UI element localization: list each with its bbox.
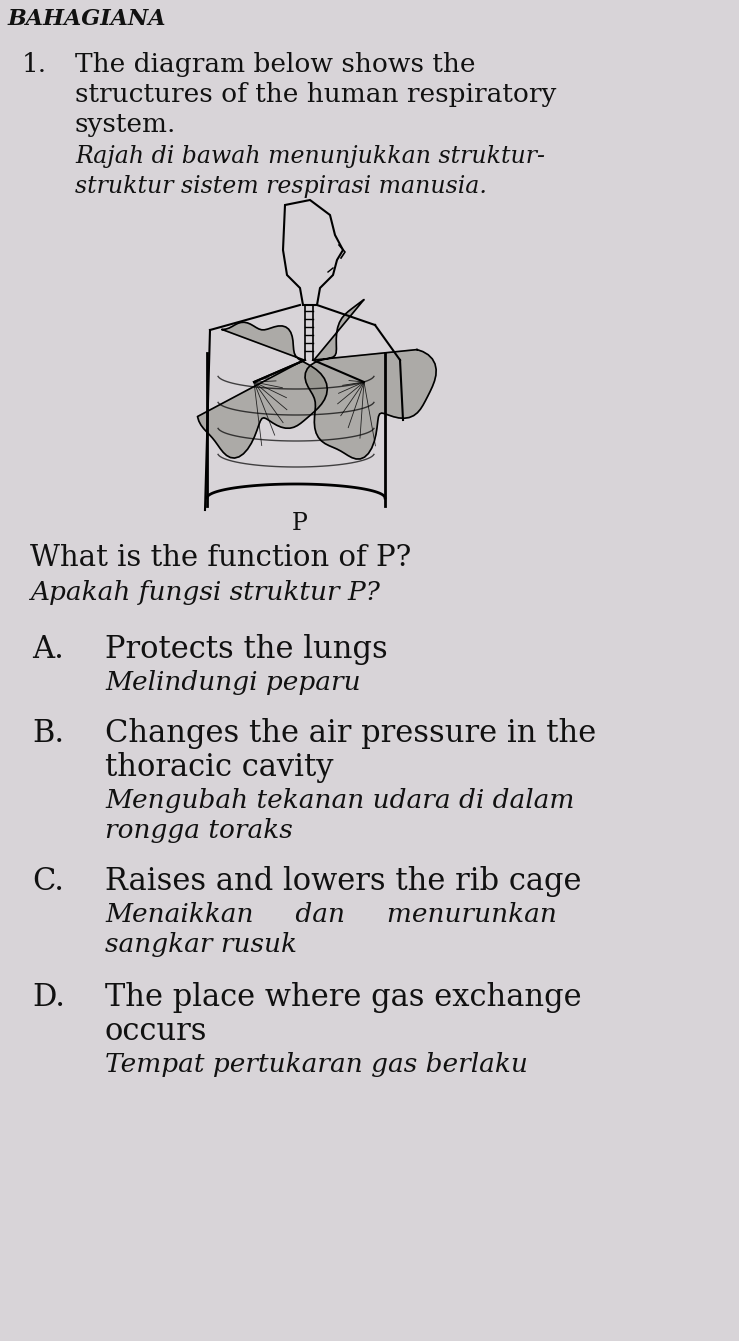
- Text: Changes the air pressure in the: Changes the air pressure in the: [105, 717, 596, 750]
- Text: thoracic cavity: thoracic cavity: [105, 752, 333, 783]
- Text: Protects the lungs: Protects the lungs: [105, 634, 388, 665]
- Text: D.: D.: [32, 982, 65, 1012]
- Text: Menaikkan     dan     menurunkan: Menaikkan dan menurunkan: [105, 902, 557, 927]
- Text: system.: system.: [75, 113, 177, 137]
- Text: A.: A.: [32, 634, 64, 665]
- Text: Mengubah tekanan udara di dalam: Mengubah tekanan udara di dalam: [105, 789, 574, 813]
- Text: P: P: [292, 512, 308, 535]
- Text: struktur sistem respirasi manusia.: struktur sistem respirasi manusia.: [75, 174, 487, 198]
- Text: Rajah di bawah menunjukkan struktur-: Rajah di bawah menunjukkan struktur-: [75, 145, 545, 168]
- Text: occurs: occurs: [105, 1016, 208, 1047]
- Text: BAHAGIANA: BAHAGIANA: [8, 8, 166, 30]
- Text: rongga toraks: rongga toraks: [105, 818, 293, 843]
- Text: Melindungi peparu: Melindungi peparu: [105, 670, 361, 695]
- Text: C.: C.: [32, 866, 64, 897]
- Text: What is the function of P?: What is the function of P?: [30, 544, 411, 573]
- Text: sangkar rusuk: sangkar rusuk: [105, 932, 297, 957]
- Text: Apakah fungsi struktur P?: Apakah fungsi struktur P?: [30, 581, 380, 605]
- Text: B.: B.: [32, 717, 64, 750]
- Text: 1.: 1.: [22, 52, 47, 76]
- Text: The place where gas exchange: The place where gas exchange: [105, 982, 582, 1012]
- Text: Raises and lowers the rib cage: Raises and lowers the rib cage: [105, 866, 582, 897]
- Polygon shape: [197, 322, 327, 459]
- Polygon shape: [305, 299, 436, 459]
- Text: The diagram below shows the: The diagram below shows the: [75, 52, 475, 76]
- Text: Tempat pertukaran gas berlaku: Tempat pertukaran gas berlaku: [105, 1051, 528, 1077]
- Text: structures of the human respiratory: structures of the human respiratory: [75, 82, 556, 107]
